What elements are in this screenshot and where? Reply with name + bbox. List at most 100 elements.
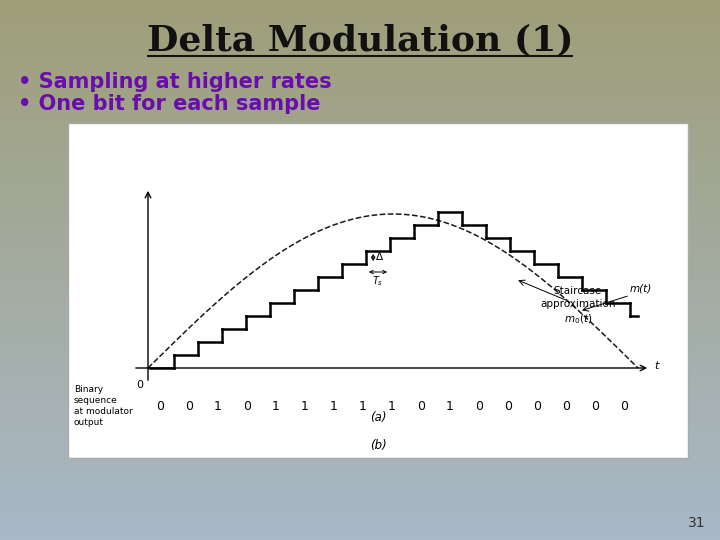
Bar bbox=[0, 275, 720, 281]
Bar bbox=[0, 394, 720, 400]
Bar bbox=[0, 351, 720, 356]
Bar bbox=[0, 400, 720, 405]
Bar bbox=[0, 221, 720, 227]
Bar bbox=[0, 16, 720, 22]
Text: 31: 31 bbox=[688, 516, 706, 530]
Bar bbox=[0, 292, 720, 297]
Bar bbox=[0, 70, 720, 76]
Bar bbox=[0, 5, 720, 11]
Bar bbox=[0, 216, 720, 221]
Bar bbox=[0, 356, 720, 362]
Text: 0: 0 bbox=[591, 400, 599, 413]
Text: 1: 1 bbox=[272, 400, 280, 413]
Text: 0: 0 bbox=[562, 400, 570, 413]
Bar bbox=[0, 486, 720, 491]
Bar bbox=[0, 324, 720, 329]
Text: (a): (a) bbox=[370, 411, 386, 424]
Bar bbox=[0, 140, 720, 146]
Bar bbox=[0, 11, 720, 16]
Text: 1: 1 bbox=[214, 400, 222, 413]
Text: 1: 1 bbox=[359, 400, 367, 413]
Bar bbox=[0, 383, 720, 389]
Bar bbox=[0, 108, 720, 113]
Text: 0: 0 bbox=[137, 380, 143, 390]
Bar bbox=[0, 254, 720, 259]
Bar bbox=[0, 238, 720, 243]
Bar bbox=[0, 513, 720, 518]
Text: 1: 1 bbox=[301, 400, 309, 413]
Text: Delta Modulation (1): Delta Modulation (1) bbox=[147, 23, 573, 57]
Bar bbox=[0, 491, 720, 497]
Text: 1: 1 bbox=[330, 400, 338, 413]
Bar bbox=[0, 265, 720, 270]
Bar bbox=[0, 205, 720, 211]
Bar bbox=[0, 389, 720, 394]
Bar bbox=[0, 508, 720, 513]
Bar bbox=[0, 227, 720, 232]
Bar bbox=[0, 173, 720, 178]
Bar bbox=[0, 189, 720, 194]
Bar bbox=[0, 373, 720, 378]
Text: 1: 1 bbox=[388, 400, 396, 413]
Bar bbox=[0, 65, 720, 70]
Bar bbox=[0, 416, 720, 421]
Text: t: t bbox=[654, 361, 658, 371]
Text: (b): (b) bbox=[369, 438, 387, 451]
Bar bbox=[0, 281, 720, 286]
Text: 0: 0 bbox=[533, 400, 541, 413]
Bar bbox=[0, 427, 720, 432]
Bar bbox=[0, 184, 720, 189]
Bar bbox=[0, 405, 720, 410]
Text: • One bit for each sample: • One bit for each sample bbox=[18, 94, 320, 114]
Bar bbox=[0, 437, 720, 443]
Text: • Sampling at higher rates: • Sampling at higher rates bbox=[18, 72, 332, 92]
Bar bbox=[0, 167, 720, 173]
Bar bbox=[0, 162, 720, 167]
Bar bbox=[0, 319, 720, 324]
Bar bbox=[0, 232, 720, 238]
Bar bbox=[68, 123, 688, 458]
Bar bbox=[0, 43, 720, 49]
Bar bbox=[0, 286, 720, 292]
Text: 0: 0 bbox=[417, 400, 425, 413]
Bar bbox=[0, 211, 720, 216]
Bar bbox=[0, 421, 720, 427]
Bar bbox=[0, 130, 720, 135]
Bar bbox=[0, 86, 720, 92]
Bar bbox=[0, 151, 720, 157]
Bar bbox=[0, 443, 720, 448]
Bar bbox=[0, 410, 720, 416]
Bar bbox=[0, 38, 720, 43]
Bar bbox=[0, 194, 720, 200]
Bar bbox=[0, 27, 720, 32]
Bar bbox=[0, 529, 720, 535]
Text: 0: 0 bbox=[504, 400, 512, 413]
Bar bbox=[0, 22, 720, 27]
Bar bbox=[0, 248, 720, 254]
Bar bbox=[0, 378, 720, 383]
Text: 1: 1 bbox=[446, 400, 454, 413]
Bar bbox=[0, 146, 720, 151]
Bar bbox=[0, 157, 720, 162]
Bar bbox=[0, 454, 720, 459]
Bar bbox=[0, 297, 720, 302]
Bar bbox=[0, 270, 720, 275]
Bar bbox=[0, 76, 720, 81]
Bar bbox=[0, 432, 720, 437]
Text: 0: 0 bbox=[243, 400, 251, 413]
Bar bbox=[0, 81, 720, 86]
Bar bbox=[0, 113, 720, 119]
Bar bbox=[0, 54, 720, 59]
Text: 0: 0 bbox=[475, 400, 483, 413]
Bar bbox=[0, 178, 720, 184]
Bar bbox=[0, 124, 720, 130]
Bar bbox=[0, 302, 720, 308]
Bar bbox=[0, 481, 720, 486]
Text: Staircase
approximation
$m_0(t)$: Staircase approximation $m_0(t)$ bbox=[540, 286, 616, 326]
Bar bbox=[0, 97, 720, 103]
Bar bbox=[0, 362, 720, 367]
Bar bbox=[0, 475, 720, 481]
Bar bbox=[0, 502, 720, 508]
Bar bbox=[0, 340, 720, 346]
Bar bbox=[0, 470, 720, 475]
